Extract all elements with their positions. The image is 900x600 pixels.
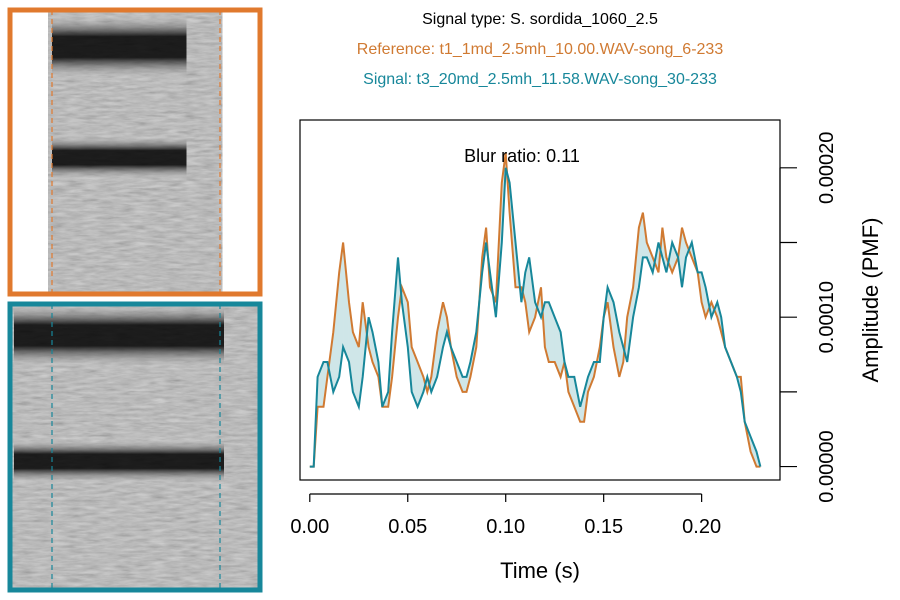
y-axis-title: Amplitude (PMF)	[858, 217, 883, 382]
reference-label: Reference: t1_1md_2.5mh_10.00.WAV-song_6…	[357, 41, 724, 58]
signal-series-line	[309, 167, 762, 468]
spectrogram-border	[7, 7, 263, 297]
harmonic-band	[14, 437, 224, 486]
x-tick-label: 0.10	[486, 516, 525, 538]
difference-fill	[309, 152, 761, 467]
y-tick-label: 0.00000	[816, 430, 838, 502]
x-axis: 0.00 0.05 0.10 0.15 0.20	[290, 493, 721, 538]
harmonic-band	[52, 11, 187, 82]
harmonic-band	[14, 300, 224, 371]
x-tick-label: 0.00	[290, 516, 329, 538]
y-tick-label: 0.00010	[816, 281, 838, 353]
x-tick-label: 0.20	[682, 516, 721, 538]
harmonic-band	[52, 133, 187, 182]
spectrogram-border	[7, 301, 263, 593]
difference-fill-segment	[462, 376, 467, 393]
reference-series-line	[309, 152, 761, 468]
reference-spectrogram	[7, 7, 263, 297]
amplitude-envelope-plot: 0.00 0.05 0.10 0.15 0.20 0.000000.000100.000…	[290, 119, 883, 583]
signal-type-label: Signal type: S. sordida_1060_2.5	[422, 11, 658, 28]
x-tick-label: 0.05	[388, 516, 427, 538]
x-tick-label: 0.15	[584, 516, 623, 538]
x-axis-title: Time (s)	[500, 558, 580, 583]
signal-label: Signal: t3_20md_2.5mh_11.58.WAV-song_30-…	[363, 71, 717, 88]
y-tick-label: 0.00020	[816, 132, 838, 204]
signal-spectrogram	[7, 300, 263, 593]
blur-ratio-annotation: Blur ratio: 0.11	[464, 146, 580, 166]
y-axis: 0.00000 0.00010 0.00020	[779, 132, 838, 503]
